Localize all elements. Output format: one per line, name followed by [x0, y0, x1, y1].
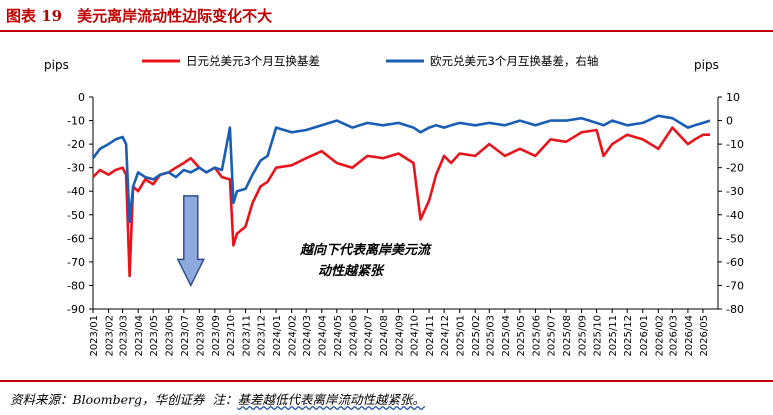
note-text: 基差越低代表离岸流动性越紧张。: [237, 392, 425, 407]
plot-area: pips pips 0 -10 -20 -30 -40 -50 -60 -70 -80 -90 10 0 -…: [44, 54, 744, 357]
x-tick-label: 2024/02: [288, 315, 299, 357]
x-tick-label: 2025/01: [456, 315, 467, 357]
y-left-tick-label: -50: [67, 209, 85, 222]
y-left-tick-label: 0: [78, 91, 85, 104]
y-left-label: pips: [44, 58, 69, 72]
source-bar: 资料来源：Bloomberg，华创证券 注：基差越低代表离岸流动性越紧张。: [0, 380, 773, 415]
y-left-tick-label: -10: [67, 115, 85, 128]
x-tick-label: 2023/02: [105, 315, 116, 357]
x-tick-label: 2026/04: [684, 315, 695, 357]
x-tick-label: 2025/12: [623, 315, 634, 357]
legend-label-eur: 欧元兑美元3个月互换基差，右轴: [430, 54, 598, 68]
legend-label-jpy: 日元兑美元3个月互换基差: [186, 54, 320, 68]
y-right-tick-label: -70: [726, 279, 744, 292]
x-tick-label: 2025/07: [546, 315, 557, 357]
x-tick-label: 2024/09: [394, 315, 405, 357]
y-right-tick-label: -10: [726, 138, 744, 151]
jpy-basis-line: [92, 126, 710, 278]
y-right-tick-label: -30: [726, 185, 744, 198]
x-tick-label: 2023/03: [119, 315, 130, 357]
y-left-tick-label: -60: [67, 232, 85, 245]
annotation-text-line2: 动性越紧张: [318, 263, 385, 279]
y-right-tick-label: 0: [726, 115, 733, 128]
note-label: 注：: [212, 392, 238, 407]
x-tick-label: 2026/03: [668, 315, 679, 357]
y-left-tick-label: -90: [67, 303, 85, 316]
x-tick-label: 2023/11: [241, 315, 252, 357]
x-tick-label: 2024/06: [348, 315, 359, 357]
y-left-tick-label: -70: [67, 256, 85, 269]
x-tick-label: 2024/04: [318, 315, 329, 357]
x-tick-label: 2024/07: [363, 315, 374, 357]
x-tick-label: 2025/04: [501, 315, 512, 357]
y-right-tick-label: -50: [726, 232, 744, 245]
annotation-text-line1: 越向下代表离岸美元流: [299, 242, 432, 258]
x-tick-label: 2024/08: [379, 315, 390, 357]
y-right-label: pips: [694, 58, 719, 72]
x-tick-label: 2025/03: [485, 315, 496, 357]
x-tick-label: 2025/06: [531, 315, 542, 357]
x-tick-label: 2024/03: [302, 315, 313, 357]
x-tick-label: 2024/05: [333, 315, 344, 357]
source-label: 资料来源：Bloomberg，华创证券: [10, 392, 205, 407]
x-tick-label: 2026/02: [654, 315, 665, 357]
x-tick-label: 2025/02: [471, 315, 482, 357]
x-tick-label: 2025/08: [562, 315, 573, 357]
y-right-tick-label: 10: [726, 91, 740, 104]
x-tick-label: 2023/01: [89, 315, 100, 357]
y-left-tick-label: -20: [67, 138, 85, 151]
x-tick-label: 2023/07: [180, 315, 191, 357]
figure-title: 图表 19 美元离岸流动性边际变化不大: [6, 7, 273, 25]
x-tick-label: 2024/11: [425, 315, 436, 357]
x-tick-label: 2023/06: [165, 315, 176, 357]
x-tick-label: 2024/12: [440, 315, 451, 357]
y-right-tick-label: -20: [726, 162, 744, 175]
x-tick-label: 2023/08: [195, 315, 206, 357]
x-tick-label: 2024/01: [272, 315, 283, 357]
y-left-tick-label: -30: [67, 162, 85, 175]
x-tick-label: 2024/10: [410, 315, 421, 357]
y-right-tick-label: -60: [726, 256, 744, 269]
x-tick-label: 2025/11: [608, 315, 619, 357]
x-tick-label: 2023/12: [257, 315, 268, 357]
x-tick-label: 2023/09: [211, 315, 222, 357]
x-tick-label: 2023/04: [134, 315, 145, 357]
y-right-tick-label: -40: [726, 209, 744, 222]
x-tick-label: 2026/05: [699, 315, 710, 357]
y-right-tick-label: -80: [726, 303, 744, 316]
x-tick-label: 2023/10: [226, 315, 237, 357]
y-left-tick-label: -40: [67, 185, 85, 198]
down-arrow-icon: [176, 195, 206, 288]
x-tick-label: 2026/01: [639, 315, 650, 357]
x-tick-label: 2025/09: [578, 315, 589, 357]
x-tick-label: 2025/10: [593, 315, 604, 357]
source-line: 资料来源：Bloomberg，华创证券 注：基差越低代表离岸流动性越紧张。: [10, 389, 425, 408]
eur-basis-line: [91, 114, 711, 224]
x-tick-label: 2023/05: [149, 315, 160, 357]
x-tick-label: 2025/05: [516, 315, 527, 357]
chart: pips pips 0 -10 -20 -30 -40 -50 -60 -70 -80 -90 10 0 -…: [44, 54, 744, 357]
title-bar: 图表 19 美元离岸流动性边际变化不大: [0, 0, 773, 32]
y-left-tick-label: -80: [67, 279, 85, 292]
